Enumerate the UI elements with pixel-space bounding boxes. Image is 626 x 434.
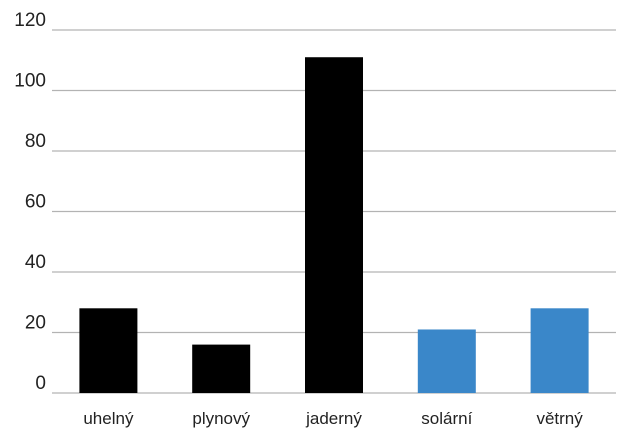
bar-3 — [417, 329, 476, 393]
x-tick-label: větrný — [536, 409, 583, 428]
x-tick-label: jaderný — [305, 409, 362, 428]
x-tick-label: uhelný — [83, 409, 134, 428]
y-tick-label: 0 — [35, 373, 46, 394]
bar-0 — [79, 308, 138, 393]
y-tick-label: 20 — [25, 313, 46, 334]
y-tick-label: 120 — [14, 10, 46, 31]
y-tick-label: 60 — [25, 192, 46, 213]
bar-4 — [530, 308, 589, 393]
y-tick-label: 40 — [25, 252, 46, 273]
bars — [79, 57, 589, 393]
y-axis-ticks: 0 20 40 60 80 100 120 — [14, 10, 46, 394]
y-tick-label: 80 — [25, 131, 46, 152]
x-tick-label: solární — [421, 409, 472, 428]
x-axis-labels: uhelný plynový jaderný solární větrný — [83, 409, 583, 428]
x-tick-label: plynový — [192, 409, 250, 428]
y-tick-label: 100 — [14, 71, 46, 92]
bar-1 — [192, 344, 251, 393]
bar-2 — [305, 57, 363, 393]
